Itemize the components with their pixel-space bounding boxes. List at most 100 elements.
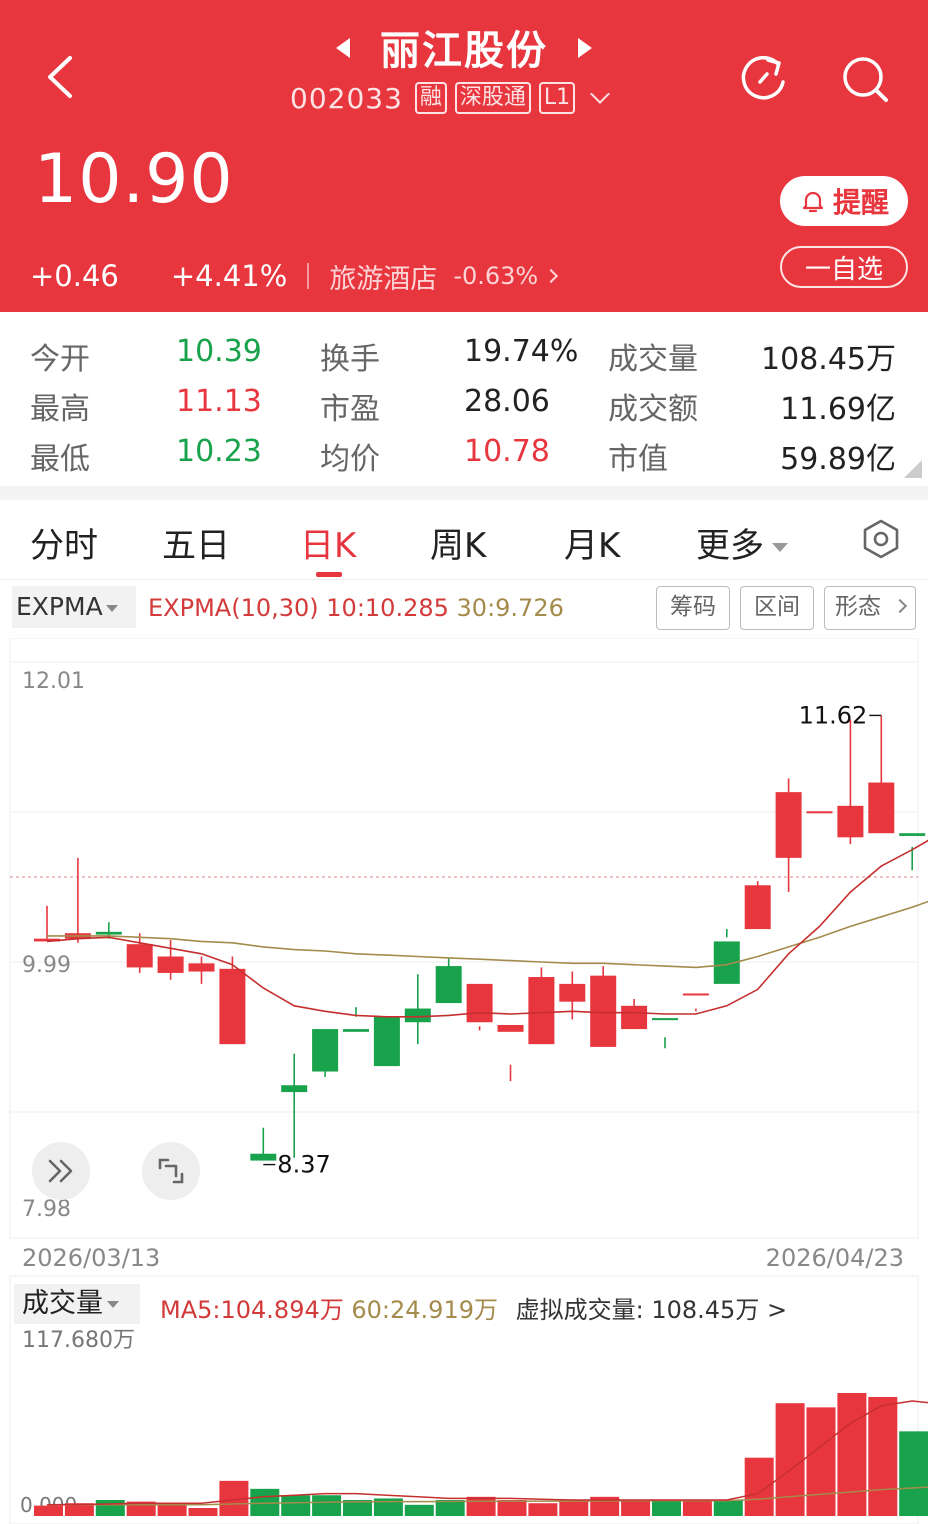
candle-body [559,983,586,1002]
candle-body [466,983,493,1023]
volume-bar [775,1403,805,1516]
stat-label: 均价 [320,442,380,477]
candle-body [837,805,864,838]
stat-row: 最高 11.13 市盈 28.06 成交额 11.69亿 [0,374,928,427]
add-watchlist-button[interactable]: 一自选 [780,246,908,288]
divider [307,263,310,289]
bell-icon [802,191,824,213]
y-tick-label: 9.99 [22,953,71,978]
tab-five-day[interactable]: 五日 [162,526,230,566]
chevron-right-icon[interactable] [544,268,559,284]
start-date: 2026/03/13 [22,1244,161,1272]
tab-weekly-k[interactable]: 周K [430,526,487,566]
candle-body [621,1005,648,1030]
remind-button[interactable]: 提醒 [780,176,908,226]
settings-icon[interactable] [860,518,902,560]
volume-bar [188,1508,218,1516]
volume-bar [64,1503,94,1516]
price-panel-frame [9,638,919,1239]
indicator-params: EXPMA(10,30) [148,594,319,622]
expand-corner-icon[interactable] [904,460,922,478]
pattern-button[interactable]: 形态 [824,586,916,630]
stat-value: 10.39 [176,334,262,369]
chevron-down-icon[interactable] [590,84,611,104]
prev-stock-icon[interactable] [336,38,350,58]
stat-label: 今开 [30,342,90,377]
candle-body [126,944,153,968]
change-row: +0.46 +4.41% 旅游酒店 -0.63% [30,256,559,296]
volume-bar [435,1500,465,1516]
candle-body [343,1029,369,1032]
current-price: 10.90 [34,140,234,219]
tab-monthly-k[interactable]: 月K [564,526,621,566]
volume-values: MA5:104.894万 60:24.919万 虚拟成交量: 108.45万 > [160,1290,787,1325]
tab-intraday[interactable]: 分时 [30,526,98,566]
high-label: 11.62 [799,701,868,729]
volume-bar [95,1500,125,1516]
stock-name: 丽江股份 [380,28,548,74]
volume-bar [497,1500,527,1516]
candle-body [682,993,709,996]
volume-bar [559,1501,589,1516]
fullscreen-icon [158,1158,184,1184]
next-stock-icon[interactable] [578,38,592,58]
stat-value: 19.74% [464,334,579,369]
stat-value: 59.89亿 [780,442,896,477]
pattern-label: 形态 [835,594,881,620]
candle-body [404,1008,431,1023]
price-change-pct: +4.41% [170,259,288,293]
volume-bar [466,1496,496,1516]
candles [34,715,926,1161]
stat-value: 10.23 [176,434,262,469]
tab-more-label: 更多 [696,526,764,566]
remind-label: 提醒 [832,186,889,219]
section-gap [0,486,928,500]
candle-body [95,931,122,935]
range-button[interactable]: 区间 [740,586,814,630]
ema30-line [47,900,928,969]
volume-bar [682,1500,712,1516]
volume-bar [713,1500,743,1516]
candle-body [188,963,215,972]
candle-body [775,792,802,858]
stat-value: 11.13 [176,384,262,419]
stat-label: 市盈 [320,392,380,427]
caret-down-icon [105,604,118,612]
candle-body [868,782,895,834]
volume-bar [34,1505,63,1516]
end-date: 2026/04/23 [765,1244,904,1272]
volume-bar [744,1457,774,1516]
volume-bar [281,1495,311,1516]
quote-stats[interactable]: 今开 10.39 换手 19.74% 成交量 108.45万 最高 11.13 … [0,312,928,486]
sector-link[interactable]: 旅游酒店 [329,263,438,295]
indicator-values: EXPMA(10,30) 10:10.285 30:9.726 [148,594,564,622]
refresh-icon[interactable] [738,52,790,104]
volume-select[interactable]: 成交量 [14,1284,140,1324]
candle-body [528,977,555,1045]
volume-label: 成交量 [22,1288,103,1319]
indicator-select[interactable]: EXPMA [12,586,136,628]
indicator-name: EXPMA [16,592,103,621]
title-wrap: 丽江股份 [0,18,928,76]
chip-distribution-button[interactable]: 筹码 [656,586,730,630]
volume-ma60: 60:24.919万 [351,1296,498,1324]
volume-max-label: 117.680万 [22,1328,135,1353]
volume-bar [343,1500,372,1516]
back-arrow-icon[interactable] [38,52,82,102]
virtual-volume-link[interactable]: 虚拟成交量: 108.45万 > [515,1296,788,1324]
fullscreen-button[interactable] [142,1142,200,1200]
stock-subline[interactable]: 002033 融 深股通 L1 [290,80,611,116]
candle-body [652,1018,678,1021]
volume-bar [621,1500,651,1516]
ma-lines [46,839,928,1018]
expand-chart-button[interactable] [32,1142,90,1200]
volume-bar [837,1392,867,1516]
chevron-right-icon [892,598,908,614]
candle-body [312,1029,339,1072]
stat-value: 108.45万 [761,342,896,377]
search-icon[interactable] [838,52,892,106]
tab-more[interactable]: 更多 [696,518,788,567]
tab-daily-k[interactable]: 日K [300,526,357,566]
